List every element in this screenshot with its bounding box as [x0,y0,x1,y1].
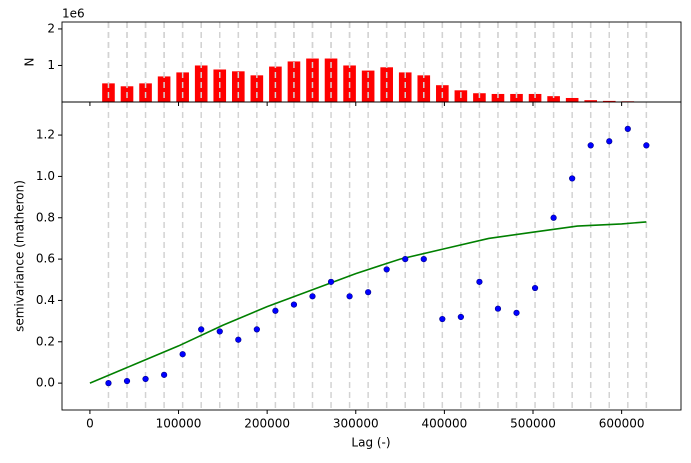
point [123,377,131,385]
count-bar [324,58,338,102]
point [105,380,112,387]
y-tick-label: 0.6 [36,252,55,266]
count-bar [565,97,579,102]
count-bar [547,96,560,102]
point [179,351,186,358]
count-bar [306,58,319,102]
point [235,336,242,343]
x-tick-label: 300000 [333,417,379,431]
point [402,256,409,263]
x-tick-label: 100000 [156,417,202,431]
top-y-label: N [23,58,37,67]
point [513,309,520,316]
y-label: semivariance (matheron) [13,180,27,332]
x-tick-label: 600000 [599,417,645,431]
point [272,307,279,314]
count-bar [417,75,431,102]
point [569,175,576,182]
point [476,278,483,285]
point [290,301,298,308]
count-bar [584,100,598,102]
y-tick-label: 0.4 [36,293,55,307]
point [550,214,557,221]
y-tick-label: 2 [47,21,55,35]
count-bar [157,76,171,102]
point [494,305,502,312]
point [327,278,335,285]
x-label: Lag (-) [351,436,390,450]
axes-frame [61,101,682,411]
x-tick-label: 500000 [510,417,556,431]
point [531,284,539,292]
y-tick-label: 0.8 [36,210,55,224]
count-bar [287,61,301,102]
point [643,142,650,149]
point [457,313,464,321]
y-tick-label: 1.0 [36,169,55,183]
point [439,315,446,323]
point [309,293,316,300]
point [198,326,205,333]
y-tick-label: 0.2 [36,334,55,348]
point [606,138,613,145]
point [346,293,353,300]
x-tick-label: 0 [86,417,94,431]
point [161,371,168,378]
y-tick-label: 1 [47,58,55,72]
point [383,266,390,273]
point [365,289,372,296]
point [216,328,223,335]
point [253,326,260,333]
y-tick-label: 0.0 [36,376,55,390]
point [587,142,594,149]
model-line [89,221,647,384]
offset-label: 1e6 [62,7,85,21]
point [624,125,631,132]
count-bar [250,75,264,102]
y-tick-label: 1.2 [36,128,55,142]
point [420,256,427,263]
x-tick-label: 200000 [244,417,290,431]
x-tick-label: 400000 [421,417,467,431]
count-bar [602,100,616,102]
point [142,375,149,383]
